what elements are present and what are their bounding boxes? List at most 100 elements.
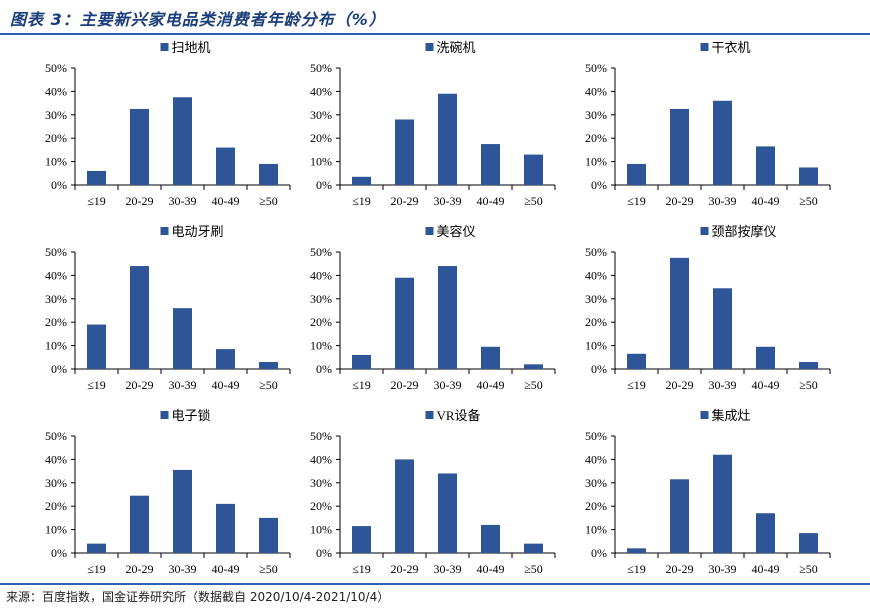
x-tick-label: ≥50 — [524, 562, 543, 576]
chart-1: 扫地机 0% 10% 20% 30% 40% 50% ≤19 20-29 30-39 40-49 ≥5… — [45, 40, 291, 208]
bar — [87, 543, 106, 553]
y-tick-label: 20% — [585, 131, 607, 145]
bar — [216, 349, 235, 369]
y-tick-label: 0% — [316, 362, 332, 376]
y-tick-label: 20% — [585, 499, 607, 513]
legend-swatch — [425, 411, 434, 419]
bar — [756, 346, 775, 369]
x-tick-label: ≤19 — [87, 378, 106, 392]
x-tick-label: 40-49 — [477, 194, 505, 208]
x-tick-label: ≥50 — [524, 378, 543, 392]
bar — [713, 100, 732, 185]
x-tick-label: 20-29 — [666, 378, 694, 392]
chart-6: 颈部按摩仪 0% 10% 20% 30% 40% 50% ≤19 20-29 30-39 40-49… — [585, 224, 831, 392]
bar — [713, 454, 732, 553]
y-tick-label: 50% — [310, 245, 332, 259]
legend-swatch — [160, 43, 169, 51]
y-tick-label: 30% — [45, 476, 67, 490]
x-tick-label: 30-39 — [709, 194, 737, 208]
x-tick-label: ≥50 — [524, 194, 543, 208]
x-tick-label: 40-49 — [212, 378, 240, 392]
x-tick-label: 20-29 — [126, 562, 154, 576]
bar — [216, 503, 235, 553]
y-tick-label: 30% — [45, 108, 67, 122]
x-tick-label: ≤19 — [627, 378, 646, 392]
bar — [173, 97, 192, 185]
bar — [130, 108, 149, 185]
y-tick-label: 0% — [51, 178, 67, 192]
x-tick-label: 20-29 — [666, 562, 694, 576]
bar — [259, 163, 278, 185]
y-tick-label: 30% — [585, 292, 607, 306]
y-tick-label: 10% — [585, 339, 607, 353]
bar — [799, 167, 818, 185]
bar — [130, 495, 149, 553]
x-tick-label: 30-39 — [169, 194, 197, 208]
x-tick-label: 40-49 — [752, 194, 780, 208]
bar — [481, 524, 500, 553]
legend-label: VR设备 — [437, 408, 481, 423]
legend-swatch — [700, 411, 709, 419]
x-tick-label: ≥50 — [259, 378, 278, 392]
x-tick-label: 30-39 — [169, 562, 197, 576]
bar — [670, 108, 689, 185]
y-tick-label: 50% — [45, 61, 67, 75]
bar — [87, 170, 106, 185]
bar — [627, 163, 646, 185]
bar — [713, 288, 732, 369]
y-tick-label: 30% — [585, 108, 607, 122]
y-tick-label: 0% — [51, 546, 67, 560]
x-tick-label: 30-39 — [434, 378, 462, 392]
x-tick-label: ≤19 — [87, 562, 106, 576]
chart-9: 集成灶 0% 10% 20% 30% 40% 50% ≤19 20-29 30-39 40-49 ≥5… — [585, 408, 831, 576]
bar — [395, 277, 414, 369]
bar — [799, 361, 818, 369]
x-tick-label: ≤19 — [352, 378, 371, 392]
bar — [524, 543, 543, 553]
y-tick-label: 40% — [585, 268, 607, 282]
y-tick-label: 50% — [585, 61, 607, 75]
bar — [352, 354, 371, 369]
y-tick-label: 10% — [310, 523, 332, 537]
legend-swatch — [425, 43, 434, 51]
bar — [130, 266, 149, 369]
legend-label: 洗碗机 — [437, 40, 476, 55]
y-tick-label: 20% — [585, 315, 607, 329]
y-tick-label: 10% — [585, 155, 607, 169]
bar — [259, 517, 278, 553]
bar — [395, 459, 414, 553]
y-tick-label: 10% — [45, 155, 67, 169]
x-tick-label: ≤19 — [352, 562, 371, 576]
source-note: 来源：百度指数，国金证券研究所（数据截自 2020/10/4-2021/10/4… — [6, 590, 390, 604]
legend-label: 颈部按摩仪 — [712, 224, 777, 239]
bar — [524, 154, 543, 185]
y-tick-label: 10% — [45, 523, 67, 537]
y-tick-label: 10% — [310, 339, 332, 353]
x-tick-label: 30-39 — [169, 378, 197, 392]
x-tick-label: ≥50 — [259, 194, 278, 208]
x-tick-label: ≥50 — [799, 194, 818, 208]
x-tick-label: ≤19 — [627, 562, 646, 576]
x-tick-label: 20-29 — [666, 194, 694, 208]
x-tick-label: 30-39 — [434, 194, 462, 208]
bottom-divider — [0, 583, 870, 585]
bar — [524, 364, 543, 369]
y-tick-label: 0% — [316, 178, 332, 192]
chart-grid: 扫地机 0% 10% 20% 30% 40% 50% ≤19 20-29 30-39 40-49 ≥5… — [45, 40, 831, 576]
y-tick-label: 0% — [591, 546, 607, 560]
bar — [352, 526, 371, 553]
bar — [395, 119, 414, 185]
y-tick-label: 30% — [585, 476, 607, 490]
x-tick-label: 30-39 — [434, 562, 462, 576]
bar — [756, 513, 775, 553]
y-tick-label: 50% — [585, 429, 607, 443]
bar — [438, 473, 457, 553]
x-tick-label: ≥50 — [799, 562, 818, 576]
legend-label: 电子锁 — [172, 408, 211, 423]
y-tick-label: 50% — [585, 245, 607, 259]
bar — [438, 266, 457, 369]
y-tick-label: 40% — [45, 452, 67, 466]
legend-swatch — [160, 227, 169, 235]
legend-label: 电动牙刷 — [172, 224, 224, 239]
page-title: 图表 3：主要新兴家电品类消费者年龄分布（%） — [10, 10, 386, 29]
